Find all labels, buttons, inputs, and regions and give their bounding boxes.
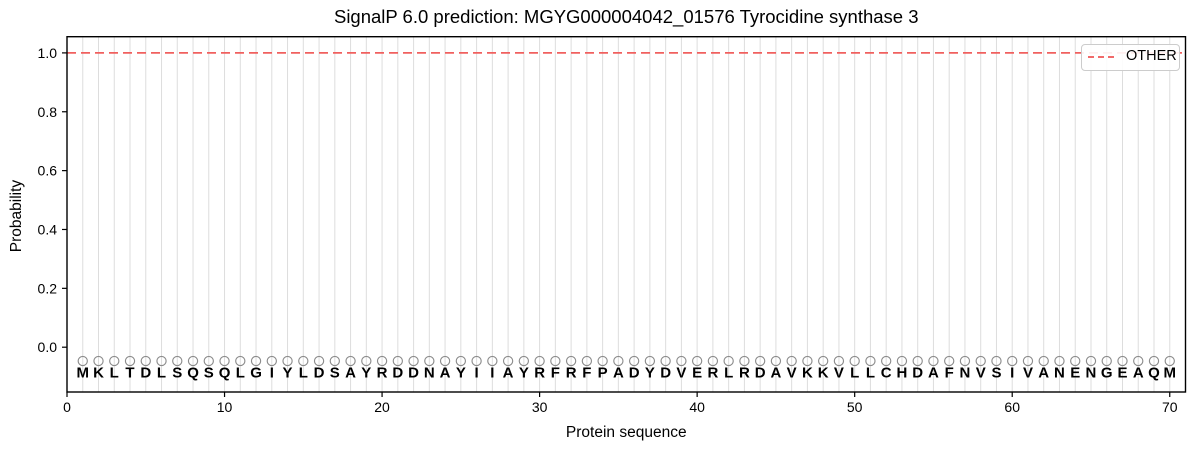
svg-text:K: K bbox=[802, 365, 813, 382]
svg-text:S: S bbox=[172, 365, 182, 382]
svg-text:R: R bbox=[534, 365, 545, 382]
svg-text:V: V bbox=[676, 365, 686, 382]
svg-text:40: 40 bbox=[689, 399, 705, 415]
svg-text:R: R bbox=[566, 365, 577, 382]
svg-text:S: S bbox=[330, 365, 340, 382]
svg-text:R: R bbox=[707, 365, 718, 382]
svg-text:Y: Y bbox=[456, 365, 466, 382]
svg-text:E: E bbox=[1070, 365, 1080, 382]
svg-text:D: D bbox=[629, 365, 640, 382]
svg-text:Y: Y bbox=[519, 365, 529, 382]
svg-text:Q: Q bbox=[1148, 365, 1160, 382]
svg-text:E: E bbox=[1117, 365, 1127, 382]
svg-text:D: D bbox=[912, 365, 923, 382]
svg-text:Q: Q bbox=[187, 365, 199, 382]
svg-text:D: D bbox=[314, 365, 325, 382]
svg-text:M: M bbox=[1164, 365, 1177, 382]
svg-text:F: F bbox=[945, 365, 954, 382]
svg-text:L: L bbox=[157, 365, 166, 382]
svg-text:0.0: 0.0 bbox=[38, 339, 58, 355]
svg-text:S: S bbox=[204, 365, 214, 382]
svg-text:V: V bbox=[976, 365, 986, 382]
svg-text:0.4: 0.4 bbox=[38, 221, 58, 237]
svg-text:G: G bbox=[250, 365, 262, 382]
svg-text:N: N bbox=[1086, 365, 1097, 382]
svg-text:60: 60 bbox=[1004, 399, 1020, 415]
svg-text:I: I bbox=[475, 365, 479, 382]
svg-text:F: F bbox=[582, 365, 591, 382]
svg-text:L: L bbox=[236, 365, 245, 382]
svg-text:N: N bbox=[1054, 365, 1065, 382]
svg-text:L: L bbox=[110, 365, 119, 382]
svg-text:N: N bbox=[424, 365, 435, 382]
svg-text:Y: Y bbox=[361, 365, 371, 382]
svg-text:P: P bbox=[598, 365, 608, 382]
svg-text:Q: Q bbox=[219, 365, 231, 382]
svg-text:E: E bbox=[692, 365, 702, 382]
svg-text:A: A bbox=[1133, 365, 1144, 382]
svg-text:V: V bbox=[787, 365, 797, 382]
svg-text:R: R bbox=[739, 365, 750, 382]
svg-text:70: 70 bbox=[1162, 399, 1178, 415]
svg-text:A: A bbox=[345, 365, 356, 382]
svg-text:Y: Y bbox=[645, 365, 655, 382]
svg-text:S: S bbox=[991, 365, 1001, 382]
svg-text:L: L bbox=[299, 365, 308, 382]
svg-text:L: L bbox=[724, 365, 733, 382]
svg-text:I: I bbox=[1010, 365, 1014, 382]
svg-text:C: C bbox=[881, 365, 892, 382]
svg-text:K: K bbox=[93, 365, 104, 382]
svg-text:0: 0 bbox=[63, 399, 71, 415]
svg-text:Y: Y bbox=[283, 365, 293, 382]
svg-text:L: L bbox=[866, 365, 875, 382]
svg-text:G: G bbox=[1101, 365, 1113, 382]
svg-text:A: A bbox=[440, 365, 451, 382]
svg-text:D: D bbox=[660, 365, 671, 382]
svg-text:N: N bbox=[960, 365, 971, 382]
svg-text:A: A bbox=[928, 365, 939, 382]
svg-text:20: 20 bbox=[374, 399, 390, 415]
svg-text:K: K bbox=[818, 365, 829, 382]
svg-text:A: A bbox=[770, 365, 781, 382]
svg-text:D: D bbox=[140, 365, 151, 382]
svg-text:V: V bbox=[1023, 365, 1033, 382]
svg-text:30: 30 bbox=[532, 399, 548, 415]
svg-text:H: H bbox=[897, 365, 908, 382]
svg-text:I: I bbox=[270, 365, 274, 382]
svg-text:A: A bbox=[503, 365, 514, 382]
svg-text:50: 50 bbox=[847, 399, 863, 415]
svg-text:0.6: 0.6 bbox=[38, 163, 58, 179]
svg-text:T: T bbox=[125, 365, 134, 382]
svg-text:0.8: 0.8 bbox=[38, 104, 58, 120]
svg-text:R: R bbox=[377, 365, 388, 382]
svg-text:D: D bbox=[408, 365, 419, 382]
svg-text:L: L bbox=[850, 365, 859, 382]
svg-text:A: A bbox=[1038, 365, 1049, 382]
svg-text:M: M bbox=[77, 365, 90, 382]
svg-text:D: D bbox=[392, 365, 403, 382]
svg-text:10: 10 bbox=[217, 399, 233, 415]
svg-text:D: D bbox=[755, 365, 766, 382]
svg-text:0.2: 0.2 bbox=[38, 280, 58, 296]
svg-text:A: A bbox=[613, 365, 624, 382]
svg-text:I: I bbox=[490, 365, 494, 382]
svg-text:F: F bbox=[551, 365, 560, 382]
svg-text:V: V bbox=[834, 365, 844, 382]
svg-text:1.0: 1.0 bbox=[38, 45, 58, 61]
